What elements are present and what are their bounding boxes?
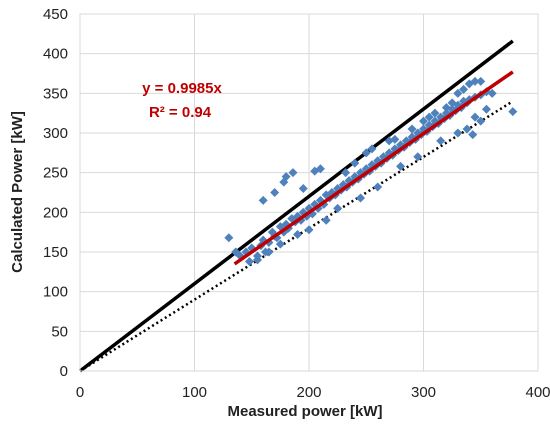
data-point [258,195,268,205]
x-tick-label: 0 [76,384,84,401]
data-point [441,103,451,113]
data-point [468,130,478,140]
data-point [476,76,486,86]
data-point [459,84,469,94]
y-tick-label: 300 [43,125,68,142]
data-point [453,88,463,98]
data-point [279,177,289,187]
y-tick-labels: 0 50 100 150 200 250 300 350 400 450 [43,6,68,380]
data-point [270,188,280,197]
data-point [367,144,377,154]
data-point [407,124,417,134]
y-tick-label: 350 [43,85,68,102]
data-point [264,247,274,257]
reference-lines [78,39,514,373]
data-point [419,116,428,126]
data-point [413,152,423,162]
data-point [361,148,371,158]
data-point [244,257,254,267]
data-point [333,203,343,213]
data-point [487,88,497,98]
y-tick-label: 450 [43,6,68,23]
data-point [470,76,480,86]
data-point [453,128,463,138]
data-point [224,233,234,243]
data-point [298,184,308,194]
y-tick-label: 150 [43,244,68,261]
x-axis-title: Measured power [kW] [227,403,382,420]
data-point [462,124,472,134]
data-point [373,182,383,192]
y-tick-label: 250 [43,165,68,182]
y-axis-title: Calculated Power [kW] [9,111,26,273]
x-tick-labels: 0 100 200 300 400 [76,384,550,401]
y-tick-label: 50 [51,323,68,340]
data-point [447,98,457,108]
y-tick-label: 400 [43,46,68,63]
data-point [424,112,434,122]
r-squared-label: R² = 0.94 [149,104,212,121]
data-point [508,107,518,117]
trendline-equation: y = 0.9985x [142,80,222,97]
data-point [350,158,360,168]
trendline [233,70,514,266]
plot-border [79,13,539,372]
trendline [233,70,514,266]
data-point [396,161,406,171]
upper-bound-line [78,39,514,373]
y-tick-label: 0 [60,363,68,380]
data-point [356,193,366,203]
data-point [275,239,285,249]
data-point [235,251,245,261]
data-point [481,104,491,114]
x-tick-label: 400 [525,384,550,401]
y-tick-label: 200 [43,204,68,221]
data-point [252,251,262,261]
data-point [430,108,440,118]
data-point [476,116,486,126]
data-point [315,164,325,174]
data-point [321,215,331,225]
x-tick-label: 300 [411,384,436,401]
data-point [304,225,314,235]
x-tick-label: 100 [182,384,207,401]
data-point [390,134,400,144]
data-point [288,168,298,178]
data-point [293,230,303,240]
data-point [470,112,480,122]
data-point [341,168,351,178]
y-tick-label: 100 [43,284,68,301]
data-point [436,136,446,146]
x-tick-label: 200 [296,384,321,401]
